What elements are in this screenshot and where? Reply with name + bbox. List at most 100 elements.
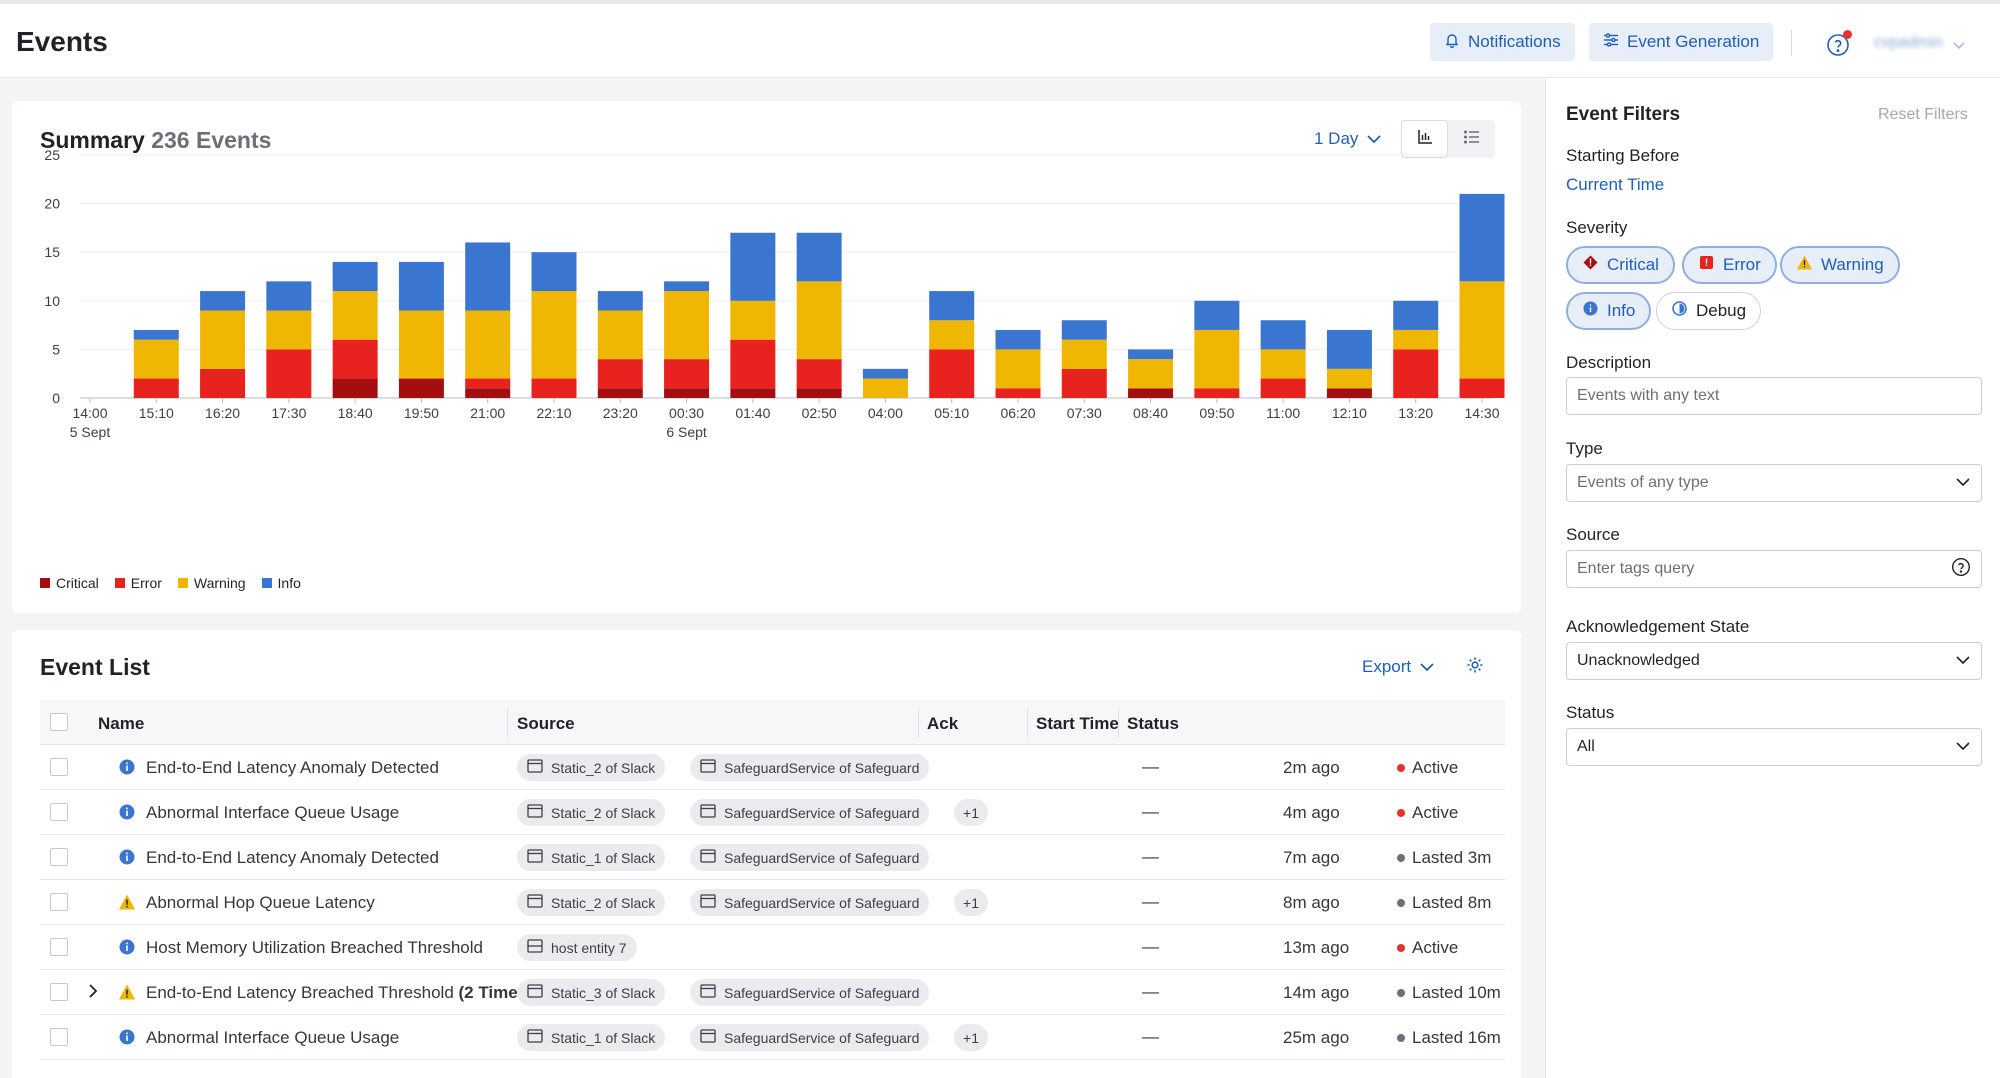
source-field[interactable] (1577, 560, 1937, 578)
legend-item[interactable]: Info (261, 575, 301, 591)
notifications-label: Notifications (1468, 32, 1561, 51)
event-name[interactable]: End-to-End Latency Anomaly Detected (146, 848, 439, 868)
severity-chip-warning[interactable]: Warning (1780, 246, 1900, 284)
start-time: 7m ago (1283, 848, 1340, 867)
legend-item[interactable]: Critical (40, 575, 99, 591)
bar-segment-error (995, 388, 1041, 398)
row-checkbox[interactable] (50, 758, 68, 776)
severity-chip-critical[interactable]: Critical (1566, 246, 1675, 284)
bar-segment-info (1326, 329, 1372, 369)
more-tags-badge[interactable]: +1 (954, 799, 988, 826)
column-header-start-time[interactable]: Start Time (1036, 714, 1119, 733)
start-time: 13m ago (1283, 938, 1350, 957)
table-row[interactable]: Abnormal Hop Queue Latency Static_2 of Sl… (40, 880, 1505, 925)
chart-view-button[interactable] (1401, 120, 1448, 158)
source-tag-label: SafeguardService of Safeguard (724, 759, 920, 776)
type-select[interactable]: Events of any type (1566, 464, 1982, 502)
help-button[interactable] (1826, 30, 1852, 57)
table-row[interactable]: Abnormal Interface Queue Usage Static_1 o… (40, 1015, 1505, 1060)
event-name[interactable]: Abnormal Interface Queue Usage (146, 1028, 399, 1048)
status-label: Status (1566, 703, 1615, 722)
severity-chip-debug[interactable]: Debug (1656, 292, 1762, 330)
row-checkbox[interactable] (50, 848, 68, 866)
severity-chip-info[interactable]: Info (1566, 292, 1652, 330)
y-tick-label: 25 (44, 147, 60, 163)
start-time: 14m ago (1283, 983, 1350, 1002)
chevron-right-icon[interactable] (88, 983, 98, 1004)
status-select[interactable]: All (1566, 728, 1982, 766)
ack-value: — (1142, 892, 1159, 911)
source-tag[interactable]: Static_2 of Slack (517, 754, 666, 781)
event-name[interactable]: Abnormal Hop Queue Latency (146, 893, 375, 913)
row-checkbox[interactable] (50, 893, 68, 911)
gear-icon[interactable] (1466, 656, 1484, 679)
source-tag[interactable]: host entity 7 (517, 934, 637, 961)
time-range-dropdown[interactable]: 1 Day (1314, 129, 1382, 149)
source-tag[interactable]: Static_3 of Slack (517, 979, 666, 1006)
table-row[interactable]: End-to-End Latency Anomaly Detected Stati… (40, 835, 1505, 880)
row-checkbox[interactable] (50, 803, 68, 821)
table-row[interactable]: Abnormal Interface Queue Usage Static_2 o… (40, 790, 1505, 835)
more-tags-badge[interactable]: +1 (954, 889, 988, 916)
column-header-status[interactable]: Status (1127, 714, 1179, 733)
source-tag[interactable]: SafeguardService of Safeguard (690, 979, 930, 1006)
bar-segment-critical (664, 388, 710, 398)
legend-item[interactable]: Error (114, 575, 162, 591)
row-checkbox[interactable] (50, 983, 68, 1001)
x-tick-label: 17:30 (271, 405, 306, 421)
status-dot (1397, 944, 1405, 952)
notifications-button[interactable]: Notifications (1430, 23, 1575, 61)
severity-chip-label: Critical (1607, 255, 1659, 274)
event-name[interactable]: Abnormal Interface Queue Usage (146, 803, 399, 823)
info-circle-icon (118, 1028, 136, 1046)
start-time: 4m ago (1283, 803, 1340, 822)
event-name[interactable]: Host Memory Utilization Breached Thresho… (146, 938, 483, 958)
ack-value: — (1142, 937, 1159, 956)
source-tag[interactable]: Static_1 of Slack (517, 1024, 666, 1051)
event-name[interactable]: End-to-End Latency Anomaly Detected (146, 758, 439, 778)
status-text: Lasted 10m (1412, 983, 1501, 1002)
source-tag[interactable]: SafeguardService of Safeguard (690, 844, 930, 871)
table-row[interactable]: End-to-End Latency Anomaly Detected Stati… (40, 745, 1505, 790)
table-row[interactable]: Host Memory Utilization Breached Thresho… (40, 925, 1505, 970)
x-tick-label: 23:20 (603, 405, 638, 421)
reset-filters-button[interactable]: Reset Filters (1878, 106, 1968, 123)
user-menu-name[interactable]: cvpadmin (1874, 34, 1943, 51)
source-tag[interactable]: SafeguardService of Safeguard (690, 889, 930, 916)
source-input[interactable] (1566, 550, 1982, 588)
y-tick-label: 5 (52, 341, 60, 357)
severity-chip-label: Debug (1696, 301, 1747, 320)
column-header-ack[interactable]: Ack (927, 714, 959, 733)
bar-segment-info (1194, 300, 1240, 330)
description-field[interactable] (1577, 387, 1937, 405)
event-generation-button[interactable]: Event Generation (1589, 23, 1774, 61)
starting-before-value[interactable]: Current Time (1566, 175, 1665, 194)
help-icon[interactable] (1951, 557, 1971, 582)
column-divider (507, 708, 508, 737)
more-tags-badge[interactable]: +1 (954, 1024, 988, 1051)
source-tag[interactable]: Static_2 of Slack (517, 889, 666, 916)
column-header-name[interactable]: Name (98, 714, 145, 733)
status-value: Active (1397, 938, 1458, 958)
severity-chip-label: Info (1607, 301, 1636, 320)
export-dropdown[interactable]: Export (1362, 657, 1435, 677)
row-checkbox[interactable] (50, 938, 68, 956)
row-checkbox[interactable] (50, 1028, 68, 1046)
event-name[interactable]: End-to-End Latency Breached Threshold (2… (146, 983, 533, 1003)
column-header-source[interactable]: Source (517, 714, 575, 733)
description-input[interactable] (1566, 377, 1982, 415)
severity-chip-error[interactable]: Error (1682, 246, 1777, 284)
device-icon (700, 894, 716, 911)
chevron-down-icon[interactable] (1952, 38, 1966, 56)
legend-item[interactable]: Warning (177, 575, 246, 591)
list-view-button[interactable] (1448, 120, 1495, 158)
warning-triangle-icon (1796, 254, 1813, 276)
select-all-checkbox[interactable] (50, 713, 68, 731)
ack-state-select[interactable]: Unacknowledged (1566, 642, 1982, 680)
source-tag[interactable]: SafeguardService of Safeguard (690, 799, 930, 826)
table-row[interactable]: End-to-End Latency Breached Threshold (2… (40, 970, 1505, 1015)
source-tag[interactable]: SafeguardService of Safeguard (690, 1024, 930, 1051)
source-tag[interactable]: SafeguardService of Safeguard (690, 754, 930, 781)
source-tag[interactable]: Static_1 of Slack (517, 844, 666, 871)
source-tag[interactable]: Static_2 of Slack (517, 799, 666, 826)
